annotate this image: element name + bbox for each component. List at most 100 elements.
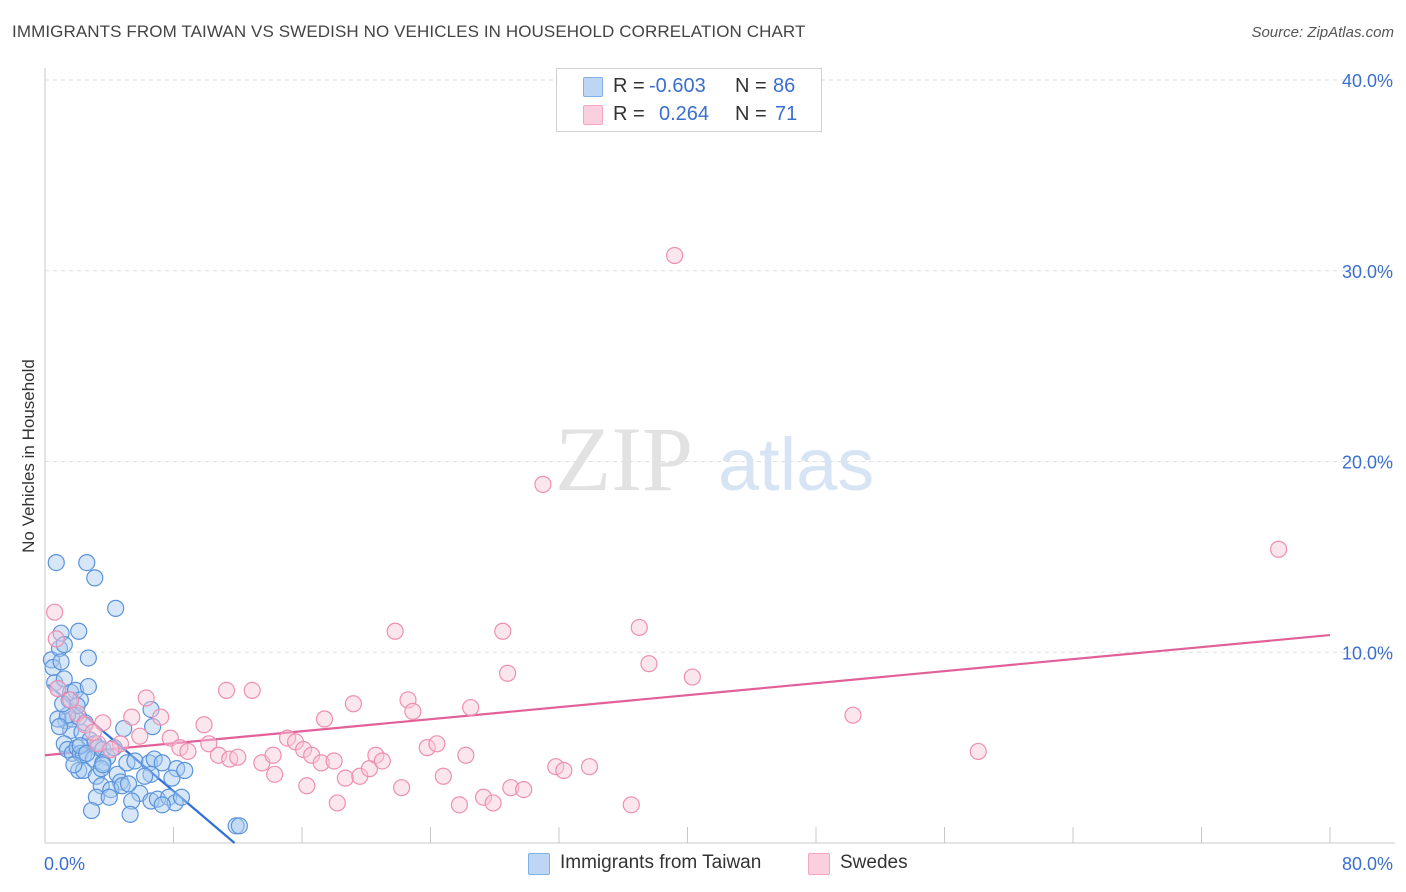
legend-swatch-taiwan [583,77,603,97]
point-swedes [217,681,236,700]
point-taiwan [54,695,72,713]
legend-r-label: R = [613,102,645,125]
watermark: ZIP atlas [555,408,874,510]
legend-r-value: -0.603 [649,74,706,97]
point-swedes [84,723,102,741]
point-swedes [209,746,228,764]
point-swedes [278,729,297,747]
point-swedes [555,761,573,780]
chart-title: IMMIGRANTS FROM TAIWAN VS SWEDISH NO VEH… [12,22,806,41]
point-taiwan [135,767,154,785]
y-tick-label: 30.0% [1342,262,1393,282]
point-swedes [243,681,261,700]
point-taiwan [86,569,104,587]
point-swedes [312,754,330,772]
point-swedes [62,691,80,709]
legend-r-value: 0.264 [659,102,710,125]
point-swedes [47,630,65,648]
tick-label-layer: 10.0% 20.0% 30.0% 40.0% 0.0% 80.0% [44,71,1393,874]
points-layer [42,246,1288,835]
bottom-legend-label-swedes: Swedes [840,852,908,873]
point-taiwan [176,761,194,780]
legend-n-label: N = [735,74,767,97]
point-swedes [534,475,552,493]
point-swedes [622,796,640,814]
point-taiwan [153,754,171,772]
point-swedes [325,752,343,770]
point-taiwan [100,788,118,806]
point-swedes [547,758,565,776]
trend-layer [44,633,1331,844]
point-swedes [392,779,411,797]
y-tick-label: 10.0% [1342,643,1393,663]
x-tick-label: 0.0% [44,854,85,874]
point-swedes [137,689,155,707]
point-taiwan [79,649,97,667]
grid-layer [45,79,1395,653]
point-taiwan [153,796,171,814]
trend-line-swedes [44,633,1331,757]
point-taiwan [47,553,65,572]
point-swedes [328,794,346,812]
point-swedes [462,698,480,717]
point-swedes [102,740,120,759]
point-taiwan [121,805,139,823]
point-taiwan [172,788,191,806]
point-swedes [179,742,197,761]
point-swedes [434,767,452,785]
point-swedes [494,622,512,640]
point-taiwan [123,792,141,810]
point-taiwan [50,718,69,736]
source-label: Source: ZipAtlas.com [1251,24,1394,41]
point-taiwan [65,756,83,774]
point-swedes [484,794,502,812]
y-tick-label: 40.0% [1342,71,1393,91]
point-taiwan [142,765,160,783]
legend-n-label: N = [735,102,767,125]
point-taiwan [79,677,97,696]
point-taiwan [107,599,125,617]
point-swedes [502,779,520,797]
bottom-legend-swatch-taiwan [528,853,550,875]
point-taiwan [70,622,88,640]
bottom-legend-swatch-swedes [808,853,830,875]
bottom-legend-label-taiwan: Immigrants from Taiwan [560,852,762,873]
bottom-legend: Immigrants from Taiwan Swedes [528,852,948,876]
point-taiwan [126,752,144,770]
legend-n-value: 86 [773,74,796,97]
point-swedes [373,752,391,770]
point-swedes [844,706,862,724]
point-swedes [418,739,436,757]
point-swedes [152,708,170,726]
point-taiwan [166,794,184,812]
point-swedes [298,777,316,795]
stats-legend: R = -0.603 N = 86 R = 0.264 N = 71 [556,68,822,132]
watermark-zip: ZIP [555,408,693,510]
point-swedes [46,603,64,621]
point-swedes [450,796,469,814]
y-axis-label: No Vehicles in Household [19,359,38,553]
point-swedes [1269,540,1288,558]
point-swedes [474,788,493,806]
point-taiwan [78,744,96,762]
point-swedes [195,716,213,734]
point-swedes [264,746,282,764]
point-taiwan [87,788,106,806]
point-swedes [969,742,987,761]
point-swedes [344,695,362,713]
point-taiwan [82,801,101,820]
watermark-atlas: atlas [718,423,874,506]
point-swedes [266,765,284,783]
point-swedes [580,758,599,776]
point-swedes [131,727,149,745]
point-taiwan [163,769,181,787]
point-swedes [428,735,446,753]
point-taiwan [142,792,160,810]
point-taiwan [94,756,112,774]
point-swedes [515,780,533,799]
point-swedes [336,769,354,787]
point-taiwan [113,777,131,795]
point-swedes [640,655,658,673]
y-tick-label: 20.0% [1342,453,1393,473]
